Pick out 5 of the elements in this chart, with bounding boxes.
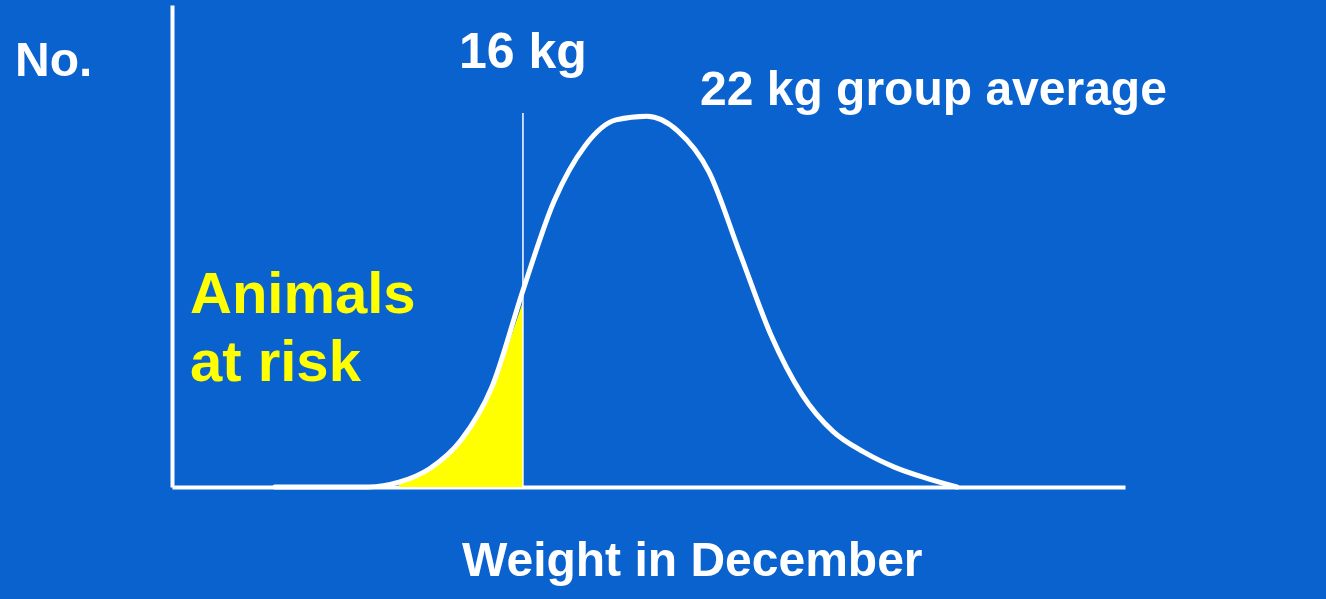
text: 22 kg group average xyxy=(700,62,1167,115)
series-label: Animals at risk xyxy=(190,260,416,393)
text: 16 kg xyxy=(459,23,587,79)
y-axis-title: No. xyxy=(15,33,93,86)
x-axis-title: Weight in December xyxy=(462,533,923,586)
